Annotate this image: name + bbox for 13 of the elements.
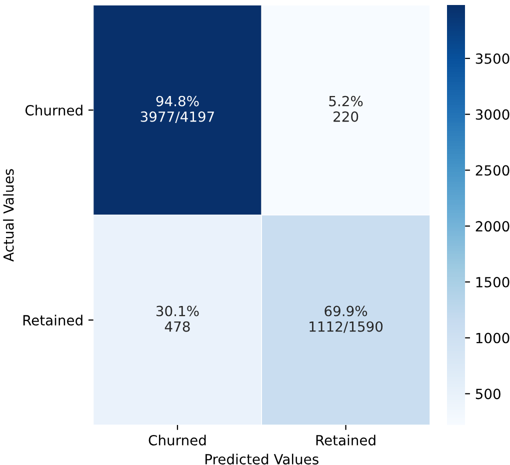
color-bar-label: 3500 bbox=[476, 53, 510, 64]
x-axis-title: Predicted Values bbox=[206, 454, 318, 464]
data-label: 30.1% 478 bbox=[156, 306, 199, 332]
data-label: 94.8% 3977/4197 bbox=[140, 96, 214, 123]
color-bar-label: 2500 bbox=[476, 165, 510, 176]
data-label: 69.9% 1112/1590 bbox=[310, 306, 383, 333]
color-bar-label: 1500 bbox=[476, 276, 510, 288]
y-axis-title: Actual Values bbox=[3, 169, 14, 262]
color-bar-label: 1000 bbox=[476, 332, 510, 344]
color-bar-label: 500 bbox=[476, 388, 500, 400]
color-bar-label: 2000 bbox=[476, 221, 510, 232]
color-bar-label: 3000 bbox=[476, 109, 510, 120]
data-label: 5.2% 220 bbox=[329, 96, 363, 122]
